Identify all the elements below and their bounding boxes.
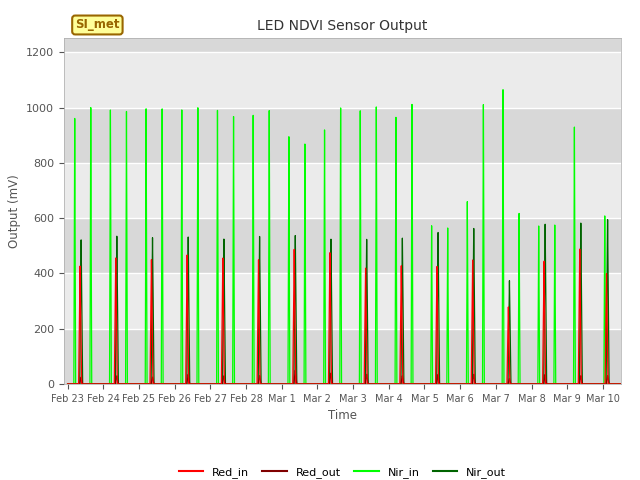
Red_out bbox=[545, 381, 552, 387]
Red_out bbox=[312, 381, 320, 387]
Red_in bbox=[617, 381, 625, 387]
Text: SI_met: SI_met bbox=[75, 19, 120, 32]
Red_out bbox=[64, 381, 72, 387]
Legend: Red_in, Red_out, Nir_in, Nir_out: Red_in, Red_out, Nir_in, Nir_out bbox=[174, 462, 511, 480]
Line: Red_out: Red_out bbox=[68, 370, 621, 384]
Red_in bbox=[560, 381, 568, 387]
Red_in bbox=[576, 246, 584, 252]
Nir_in bbox=[609, 381, 617, 387]
Bar bbox=[64, 163, 621, 218]
Nir_out bbox=[617, 381, 625, 387]
Red_out bbox=[560, 381, 568, 387]
Red_in bbox=[616, 381, 623, 387]
Title: LED NDVI Sensor Output: LED NDVI Sensor Output bbox=[257, 19, 428, 33]
Red_out bbox=[617, 381, 625, 387]
Line: Nir_in: Nir_in bbox=[68, 90, 621, 384]
Nir_out bbox=[616, 381, 623, 387]
X-axis label: Time: Time bbox=[328, 409, 357, 422]
Red_out bbox=[417, 381, 424, 387]
Nir_in bbox=[617, 381, 625, 387]
Y-axis label: Output (mV): Output (mV) bbox=[8, 174, 20, 248]
Nir_in bbox=[545, 381, 552, 387]
Nir_out bbox=[609, 381, 617, 387]
Red_in bbox=[545, 381, 552, 387]
Nir_in bbox=[312, 381, 320, 387]
Nir_out bbox=[417, 381, 424, 387]
Nir_in bbox=[616, 381, 623, 387]
Bar bbox=[64, 38, 621, 52]
Nir_out bbox=[604, 217, 611, 223]
Nir_out bbox=[560, 381, 568, 387]
Bar bbox=[64, 329, 621, 384]
Nir_in bbox=[560, 381, 568, 387]
Bar bbox=[64, 218, 621, 274]
Nir_in bbox=[417, 381, 424, 387]
Nir_out bbox=[64, 381, 72, 387]
Nir_out bbox=[545, 381, 552, 387]
Line: Red_in: Red_in bbox=[68, 249, 621, 384]
Nir_in bbox=[64, 381, 72, 387]
Red_out bbox=[616, 381, 623, 387]
Red_in bbox=[64, 381, 72, 387]
Line: Nir_out: Nir_out bbox=[68, 220, 621, 384]
Red_in bbox=[417, 381, 424, 387]
Bar bbox=[64, 108, 621, 163]
Red_out bbox=[291, 367, 299, 373]
Bar bbox=[64, 274, 621, 329]
Nir_in bbox=[499, 87, 507, 93]
Red_in bbox=[609, 381, 617, 387]
Red_in bbox=[312, 381, 320, 387]
Nir_out bbox=[312, 381, 320, 387]
Red_out bbox=[609, 381, 617, 387]
Bar bbox=[64, 52, 621, 108]
